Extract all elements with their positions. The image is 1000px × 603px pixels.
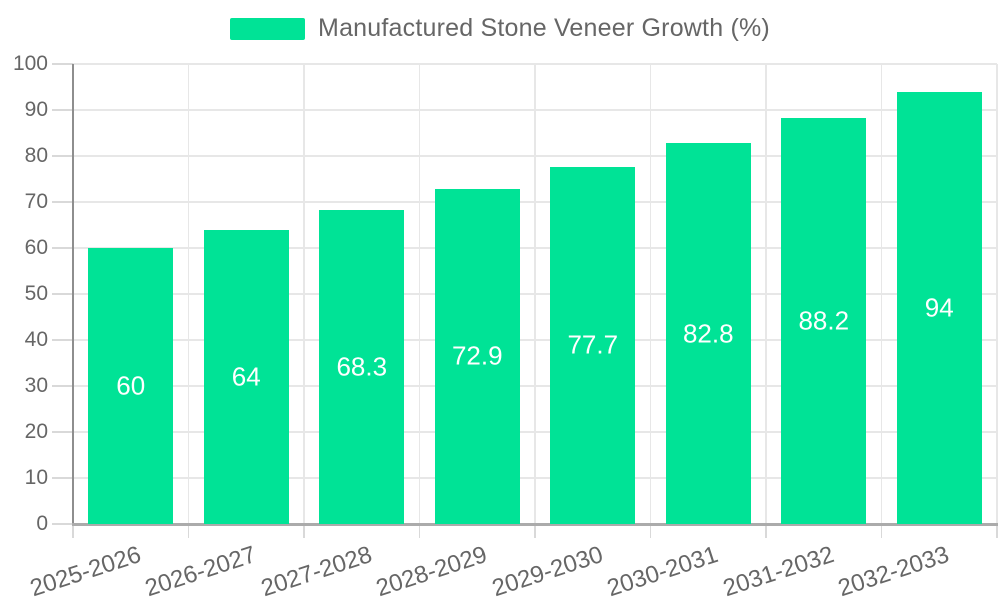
- x-axis-category-label: 2025-2026: [26, 541, 145, 603]
- y-axis-tick: [52, 477, 73, 479]
- y-axis-tick: [52, 339, 73, 341]
- bar-2031-2032[interactable]: [781, 118, 867, 524]
- x-axis-tick: [303, 524, 305, 538]
- y-axis-tick-label: 0: [36, 512, 48, 535]
- x-axis-category-label: 2028-2029: [373, 541, 491, 603]
- x-axis-tick: [187, 524, 190, 538]
- y-axis-tick-label: 90: [24, 98, 48, 121]
- x-gridline: [187, 64, 190, 524]
- y-axis-tick-label: 20: [24, 420, 48, 443]
- bar-2027-2028[interactable]: [319, 209, 405, 524]
- bar-value-label: 82.8: [682, 318, 734, 349]
- x-axis-tick: [72, 524, 74, 538]
- x-axis-category-label: 2027-2028: [257, 541, 376, 603]
- y-axis-tick-label: 30: [24, 374, 48, 397]
- x-axis-tick: [880, 524, 883, 538]
- x-axis-tick: [418, 524, 421, 538]
- y-axis-tick: [52, 523, 73, 525]
- bar-2026-2027[interactable]: [203, 229, 289, 524]
- x-gridline: [649, 64, 652, 524]
- bar-value-label: 68.3: [336, 351, 388, 382]
- y-axis-tick: [52, 63, 73, 65]
- y-axis-tick: [52, 109, 73, 111]
- y-axis-tick: [52, 155, 73, 157]
- chart-legend: Manufactured Stone Veneer Growth (%): [0, 14, 1000, 43]
- x-axis-category-label: 2031-2032: [719, 541, 838, 603]
- y-axis-tick-label: 60: [24, 236, 48, 259]
- bar-value-label: 94: [924, 292, 954, 323]
- y-axis-tick: [52, 293, 73, 295]
- x-axis-category-label: 2026-2027: [142, 541, 260, 603]
- bar-2029-2030[interactable]: [550, 166, 636, 524]
- x-axis-tick: [649, 524, 652, 538]
- x-axis-tick: [765, 524, 767, 538]
- y-axis-tick: [52, 247, 73, 249]
- y-axis-tick-label: 80: [24, 144, 48, 167]
- x-axis-category-label: 2032-2033: [835, 541, 953, 603]
- bar-value-label: 88.2: [798, 305, 850, 336]
- y-axis-line: [72, 64, 74, 526]
- x-axis-tick: [996, 524, 998, 538]
- bar-value-label: 77.7: [567, 329, 619, 360]
- bar-value-label: 72.9: [451, 340, 503, 371]
- legend-item[interactable]: Manufactured Stone Veneer Growth (%): [230, 14, 770, 43]
- bar-2025-2026[interactable]: [88, 248, 174, 524]
- legend-marker-swatch: [230, 17, 306, 40]
- legend-label: Manufactured Stone Veneer Growth (%): [318, 14, 770, 42]
- x-gridline: [880, 64, 883, 524]
- y-axis-tick: [52, 385, 73, 387]
- x-gridline: [303, 64, 305, 524]
- y-axis-tick: [52, 201, 73, 203]
- y-axis-tick-label: 70: [24, 190, 48, 213]
- bar-value-label: 64: [231, 361, 261, 392]
- x-gridline: [765, 64, 767, 524]
- x-gridline: [418, 64, 421, 524]
- x-axis-line: [72, 523, 998, 526]
- bar-2028-2029[interactable]: [434, 188, 520, 524]
- x-axis-category-label: 2029-2030: [488, 541, 607, 603]
- y-axis-tick-label: 10: [24, 466, 48, 489]
- x-gridline: [996, 64, 998, 524]
- x-gridline: [534, 64, 536, 524]
- y-axis-tick: [52, 431, 73, 433]
- x-axis-tick: [534, 524, 536, 538]
- bar-value-label: 60: [116, 370, 146, 401]
- y-axis-tick-label: 100: [12, 52, 48, 75]
- bar-2032-2033[interactable]: [896, 91, 982, 524]
- y-axis-tick-label: 50: [24, 282, 48, 305]
- x-axis-category-label: 2030-2031: [604, 541, 722, 603]
- bar-2030-2031[interactable]: [665, 143, 751, 524]
- y-axis-tick-label: 40: [24, 328, 48, 351]
